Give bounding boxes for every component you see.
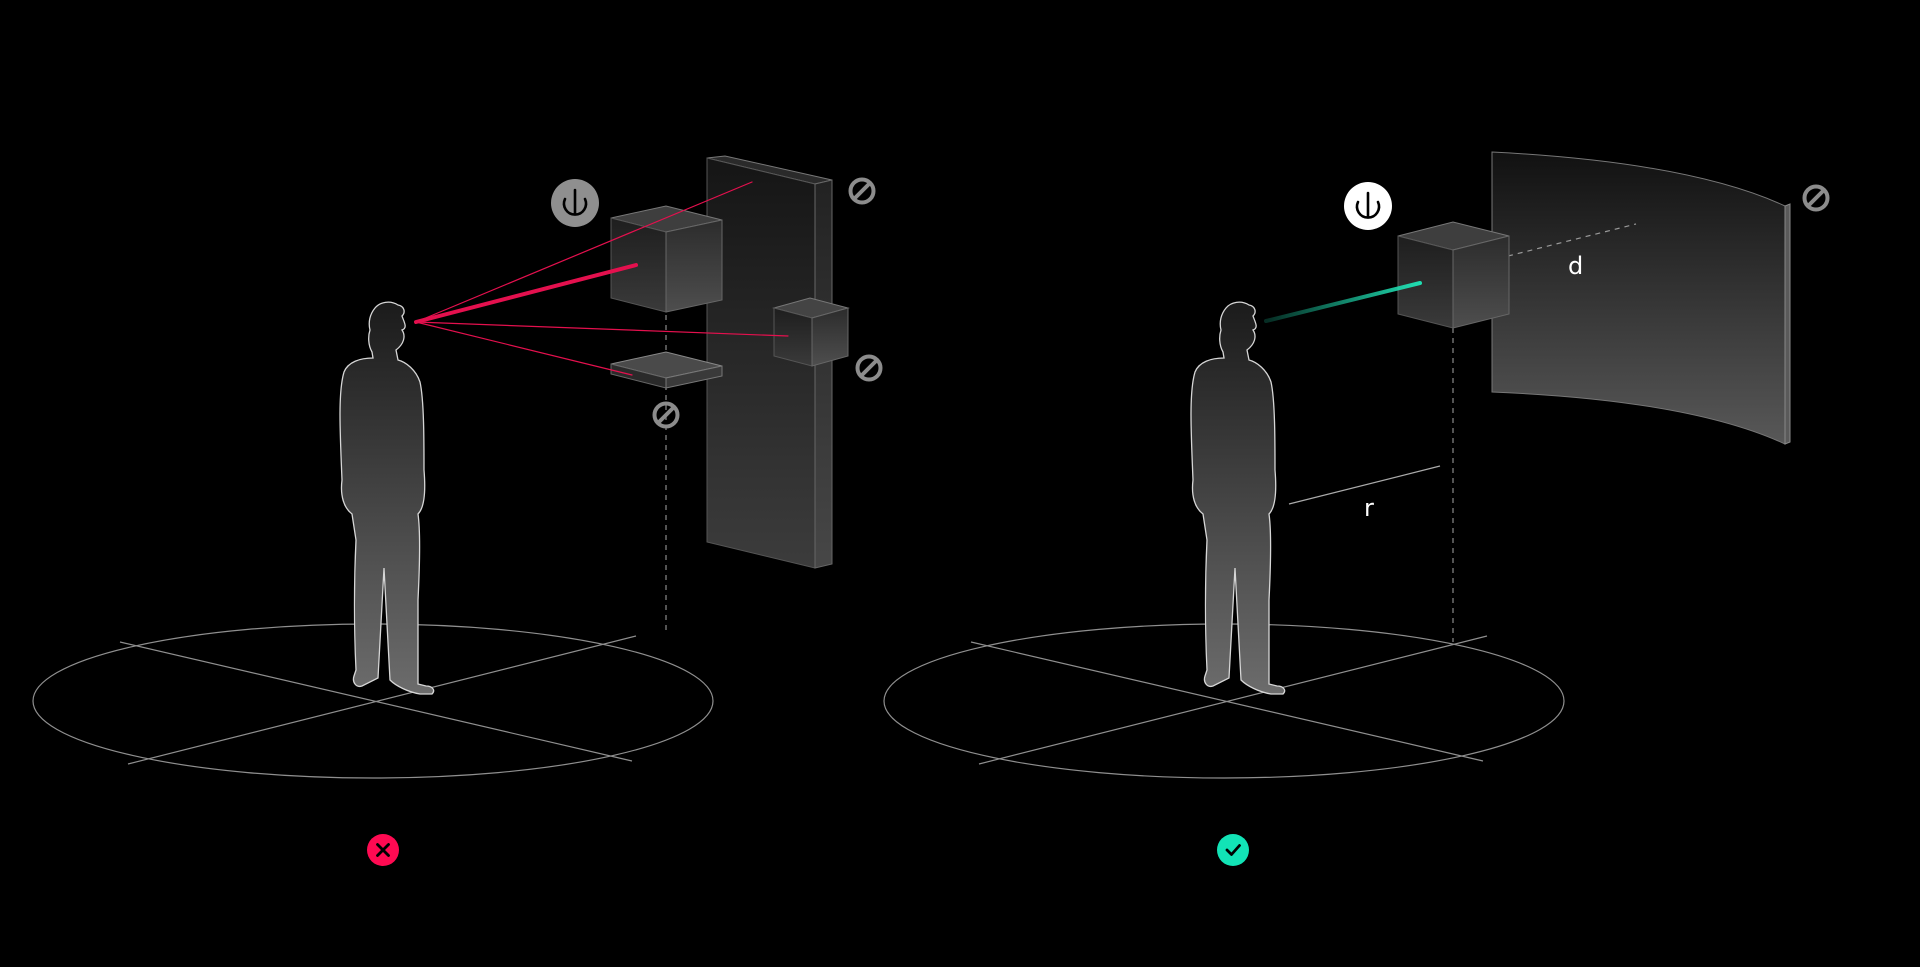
no-entry-icon: [848, 177, 876, 205]
gaze-rays-left: [414, 181, 789, 376]
cube-right: [1397, 221, 1510, 329]
radius-label: r: [1364, 494, 1374, 522]
cube-side-left: [772, 297, 850, 367]
panel-correct: d r: [883, 151, 1830, 866]
distance-label: d: [1568, 252, 1583, 280]
gaze-ray-right: [1264, 281, 1422, 323]
no-entry-icon: [855, 354, 883, 382]
anchor-icon: [1344, 182, 1392, 230]
no-entry-icon: [1802, 184, 1830, 212]
cube-upper-left: [610, 205, 723, 313]
radius-line-r: [1288, 465, 1441, 505]
curved-wall-right: [1491, 151, 1791, 445]
anchor-icon: [551, 179, 599, 227]
wall-panel-left: [706, 155, 833, 569]
x-icon: [367, 834, 399, 866]
check-icon: [1217, 834, 1249, 866]
person-left: [339, 301, 435, 695]
flat-plate-left: [610, 351, 723, 389]
panel-incorrect: [32, 155, 883, 866]
distance-line-d: [1507, 223, 1637, 257]
person-right: [1190, 301, 1286, 695]
